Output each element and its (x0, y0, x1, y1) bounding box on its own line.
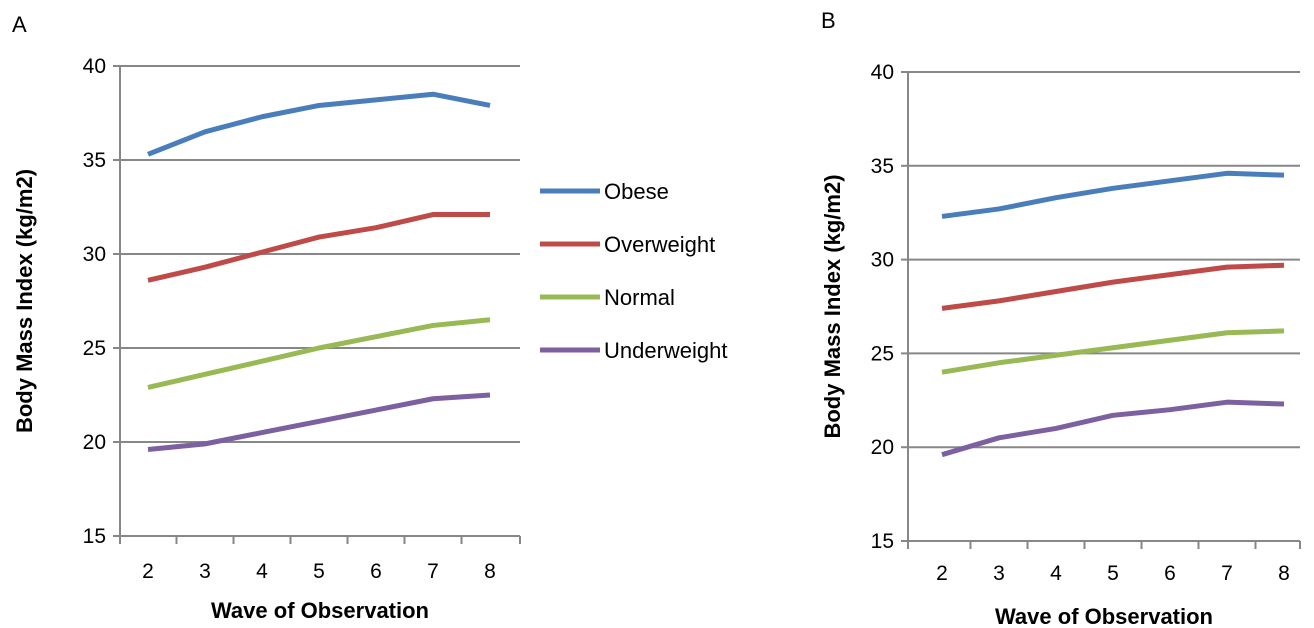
series-line-overweight (147, 212, 490, 283)
series-line-series-3 (941, 399, 1285, 458)
x-tick-label: 7 (427, 560, 439, 583)
y-tick-label: 20 (871, 436, 894, 459)
x-tick-label: 8 (1278, 562, 1290, 585)
y-axis-title: Body Mass Index (kg/m2) (820, 174, 845, 438)
series-line-series-2 (941, 328, 1285, 375)
series-line-series-0 (941, 170, 1285, 219)
series-line-underweight (147, 392, 491, 453)
x-tick-label: 2 (142, 560, 154, 583)
x-tick-label: 8 (484, 560, 496, 583)
chart-panel-a: A 15 20 25 30 35 40 2 3 4 5 6 7 8 Wave of Observation B… (12, 12, 728, 623)
y-tick-label: 40 (871, 61, 894, 84)
y-tick-label: 25 (871, 342, 894, 365)
legend: Obese Overweight Normal Underweight (540, 179, 728, 363)
y-tick-label: 40 (83, 55, 106, 78)
x-tick-label: 2 (936, 562, 948, 585)
x-tick-label: 4 (1050, 562, 1062, 585)
legend-label-obese: Obese (604, 179, 669, 204)
series-line-obese (147, 91, 491, 157)
x-tick-label: 5 (313, 560, 325, 583)
panel-label: B (821, 8, 836, 33)
x-axis-title: Wave of Observation (995, 604, 1213, 628)
legend-label-underweight: Underweight (604, 338, 728, 363)
x-tick-label: 4 (256, 560, 268, 583)
y-axis-title: Body Mass Index (kg/m2) (12, 169, 37, 433)
x-tick-label: 6 (1164, 562, 1176, 585)
series-line-series-1 (941, 262, 1285, 311)
x-axis-title: Wave of Observation (211, 598, 429, 623)
y-tick-label: 15 (871, 530, 894, 553)
x-tick-label: 5 (1107, 562, 1119, 585)
series-line-normal (147, 317, 491, 390)
y-tick-label: 30 (871, 249, 894, 272)
x-tick-label: 6 (370, 560, 382, 583)
y-tick-label: 20 (83, 431, 106, 454)
chart-panel-b: B 15 20 25 30 35 40 2 3 4 5 6 7 8 Wave of Observation B… (820, 8, 1301, 628)
y-tick-label: 15 (83, 525, 106, 548)
y-tick-label: 30 (83, 243, 106, 266)
legend-label-overweight: Overweight (604, 232, 715, 257)
x-tick-label: 3 (993, 562, 1005, 585)
y-tick-label: 25 (83, 337, 106, 360)
y-tick-label: 35 (83, 149, 106, 172)
panel-label: A (12, 12, 27, 37)
x-tick-label: 7 (1221, 562, 1233, 585)
legend-label-normal: Normal (604, 285, 675, 310)
y-tick-label: 35 (871, 155, 894, 178)
x-tick-label: 3 (199, 560, 211, 583)
